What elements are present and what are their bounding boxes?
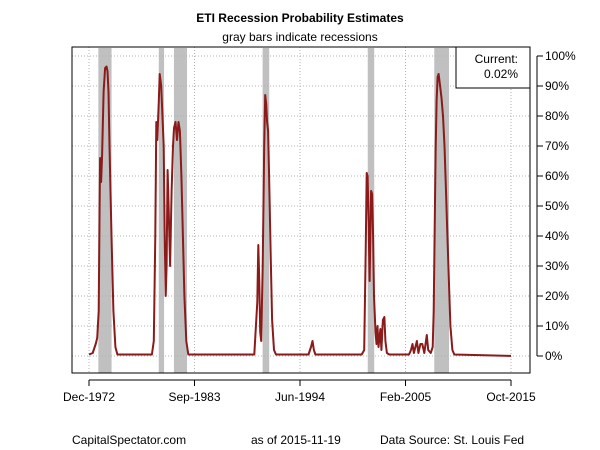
current-value: 0.02% <box>484 67 518 81</box>
x-tick-label-1: Sep-1983 <box>168 390 220 404</box>
x-tick-label-3: Feb-2005 <box>380 390 432 404</box>
y-tick-label-1: 10% <box>545 319 569 333</box>
y-tick-label-4: 40% <box>545 229 569 243</box>
chart-title: ETI Recession Probability Estimates <box>196 11 404 25</box>
footer-site: CapitalSpectator.com <box>72 433 186 447</box>
recession-bar-1 <box>158 48 165 373</box>
y-tick-label-7: 70% <box>545 139 569 153</box>
x-axis: Dec-1972 Sep-1983 Jun-1994 Feb-2005 Oct-2015 <box>63 379 536 404</box>
plot-frame <box>71 46 531 374</box>
x-tick-label-0: Dec-1972 <box>63 390 115 404</box>
current-label: Current: <box>475 52 518 66</box>
footer-as-of: as of 2015-11-19 <box>251 433 341 447</box>
y-tick-label-8: 80% <box>545 109 569 123</box>
y-axis: 0% 10% 20% 30% 40% 50% 60% 70% 80% 90% 100% <box>536 49 576 363</box>
y-tick-label-10: 100% <box>545 49 576 63</box>
y-tick-label-5: 50% <box>545 199 569 213</box>
recession-bars <box>98 48 450 373</box>
footer-data-source: Data Source: St. Louis Fed <box>380 433 524 447</box>
series-line-0 <box>88 65 512 357</box>
chart-subtitle: gray bars indicate recessions <box>222 30 377 44</box>
current-box-frame <box>455 46 531 89</box>
recession-bar-5 <box>434 48 450 373</box>
recession-bar-3 <box>262 48 270 373</box>
grid-lines <box>72 47 530 373</box>
y-tick-label-2: 20% <box>545 289 569 303</box>
current-value-box: Current: 0.02% <box>455 46 531 89</box>
probability-series <box>88 65 512 357</box>
y-tick-label-3: 30% <box>545 259 569 273</box>
y-tick-label-9: 90% <box>545 79 569 93</box>
x-tick-label-2: Jun-1994 <box>275 390 325 404</box>
y-tick-label-6: 60% <box>545 169 569 183</box>
x-tick-label-4: Oct-2015 <box>486 390 536 404</box>
y-tick-label-0: 0% <box>545 349 563 363</box>
